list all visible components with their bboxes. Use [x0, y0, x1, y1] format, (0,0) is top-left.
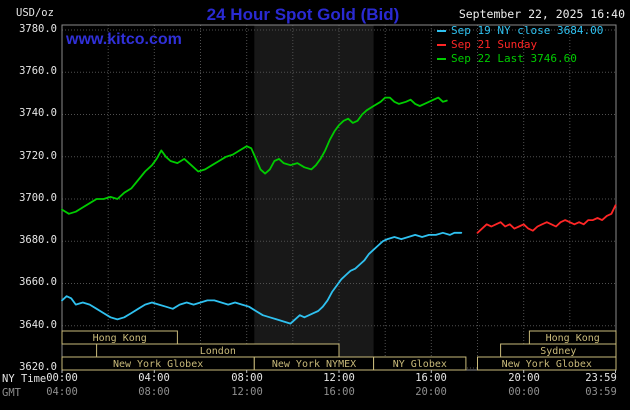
- legend-label: Sep 22 Last 3746.60: [451, 52, 577, 65]
- session-label: New York Globex: [113, 359, 203, 370]
- chart-title: 24 Hour Spot Gold (Bid): [206, 5, 400, 24]
- y-axis-unit-label: USD/oz: [16, 7, 54, 19]
- session-label: London: [200, 346, 236, 357]
- session-label: Sydney: [540, 346, 576, 357]
- legend-item-sep22: Sep 22 Last 3746.60: [437, 52, 577, 65]
- x-axis-ny-caption: NY Time: [2, 373, 47, 385]
- price-line-sep19: [61, 231, 463, 325]
- session-label: Hong Kong: [93, 333, 147, 344]
- legend-line-icon: [437, 29, 446, 32]
- x-label-ny-1200: 12:00: [323, 372, 355, 384]
- chart-datetime: September 22, 2025 16:40: [458, 7, 625, 21]
- x-axis-gmt-caption: GMT: [2, 387, 21, 399]
- x-label-gmt-0400: 04:00: [46, 386, 78, 398]
- legend-item-sep21: Sep 21 Sunday: [437, 38, 537, 51]
- x-label-gmt-0800: 08:00: [138, 386, 170, 398]
- x-label-ny-2359: 23:59: [585, 372, 617, 384]
- y-axis-label-3620: 3620.0: [19, 361, 57, 373]
- session-label: New York NYMEX: [272, 359, 356, 370]
- price-line-sep21: [476, 204, 617, 234]
- y-axis-label-3740: 3740.0: [19, 107, 57, 119]
- y-axis-label-3640: 3640.0: [19, 319, 57, 331]
- x-label-gmt-1200: 12:00: [231, 386, 263, 398]
- session-label: NY Globex: [393, 359, 447, 370]
- y-axis-label-3780: 3780.0: [19, 23, 57, 35]
- legend-label: Sep 21 Sunday: [451, 38, 538, 51]
- x-label-ny-1600: 16:00: [415, 372, 447, 384]
- price-line-sep22: [61, 96, 448, 215]
- y-axis-label-3660: 3660.0: [19, 276, 57, 288]
- y-axis-label-3700: 3700.0: [19, 192, 57, 204]
- y-axis-label-3680: 3680.0: [19, 234, 57, 246]
- x-label-gmt-1600: 16:00: [323, 386, 355, 398]
- x-label-ny-2000: 20:00: [508, 372, 540, 384]
- x-label-ny-0800: 08:00: [231, 372, 263, 384]
- x-label-gmt-0359: 03:59: [585, 386, 617, 398]
- x-label-gmt-0000: 00:00: [508, 386, 540, 398]
- x-label-ny-0400: 04:00: [138, 372, 170, 384]
- legend-item-sep19: Sep 19 NY close 3684.00: [437, 24, 603, 37]
- session-label: Hong Kong: [546, 333, 600, 344]
- session-box: [373, 356, 467, 371]
- legend-label: Sep 19 NY close 3684.00: [451, 24, 604, 37]
- legend-line-icon: [437, 57, 446, 60]
- session-box: [477, 356, 617, 371]
- session-label: New York Globex: [502, 359, 592, 370]
- y-axis-label-3760: 3760.0: [19, 65, 57, 77]
- kitco-watermark-link[interactable]: www.kitco.com: [66, 31, 182, 48]
- x-label-ny-0000: 00:00: [46, 372, 78, 384]
- y-axis-label-3720: 3720.0: [19, 150, 57, 162]
- x-label-gmt-2000: 20:00: [415, 386, 447, 398]
- legend-line-icon: [437, 43, 446, 46]
